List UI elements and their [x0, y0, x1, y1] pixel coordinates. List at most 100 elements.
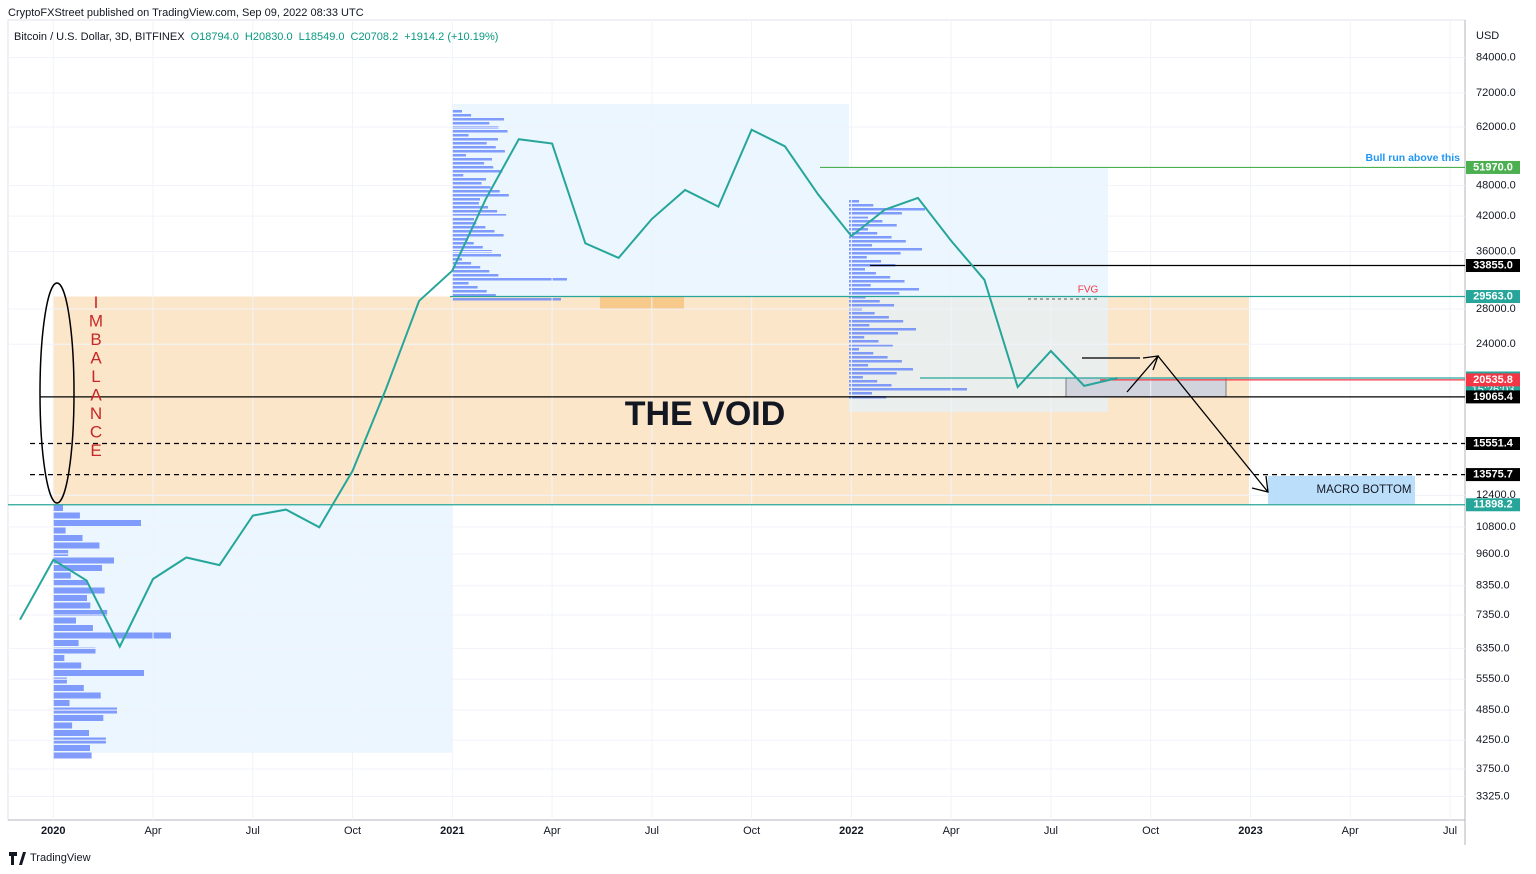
- y-tick-label: 24000.0: [1476, 338, 1516, 350]
- y-tick-label: 36000.0: [1476, 245, 1516, 257]
- volume-profile-bar: [53, 520, 141, 526]
- volume-profile-bar: [452, 138, 498, 141]
- volume-profile-bar: [53, 565, 102, 571]
- volume-profile-bar: [849, 204, 874, 207]
- x-tick-label: Jul: [246, 825, 260, 837]
- volume-profile-bar: [53, 617, 76, 624]
- volume-profile-bar: [53, 572, 71, 579]
- volume-profile-bar: [452, 270, 490, 273]
- volume-profile-bar: [53, 692, 101, 699]
- volume-profile-bar: [452, 222, 477, 225]
- y-tick-label: 28000.0: [1476, 303, 1516, 315]
- volume-profile-bar: [53, 677, 67, 684]
- volume-profile-bar: [849, 256, 867, 259]
- volume-profile-bar: [849, 328, 916, 331]
- imbalance-letter: L: [91, 367, 100, 386]
- volume-profile-bar: [452, 246, 483, 249]
- volume-profile-bar: [849, 240, 906, 243]
- volume-profile-bar: [849, 336, 865, 339]
- y-tick-label: 3750.0: [1476, 763, 1510, 775]
- range-box: [1065, 377, 1227, 398]
- volume-profile-bar: [452, 266, 481, 269]
- volume-profile-bar: [53, 647, 96, 654]
- volume-profile-bar: [452, 202, 479, 205]
- x-tick-label: 2022: [839, 825, 863, 837]
- volume-profile-bar: [452, 150, 505, 153]
- volume-profile-bar: [849, 320, 904, 323]
- fvg-label: FVG: [1078, 285, 1099, 296]
- volume-profile-bar: [452, 162, 485, 165]
- volume-profile-bar: [53, 730, 89, 736]
- volume-profile-bar: [849, 200, 859, 203]
- volume-profile-bar: [452, 206, 488, 209]
- volume-profile-bar: [849, 368, 913, 371]
- y-tick-label: 72000.0: [1476, 87, 1516, 99]
- level-label-box: [1466, 160, 1520, 174]
- volume-profile-bar: [452, 146, 496, 149]
- volume-profile-bar: [849, 272, 876, 275]
- volume-profile-bar: [53, 640, 79, 646]
- volume-profile-bar: [452, 178, 486, 181]
- volume-profile-bar: [849, 348, 859, 351]
- volume-profile-bar: [849, 360, 902, 363]
- y-tick-label: 5550.0: [1476, 673, 1510, 685]
- volume-profile-bar: [452, 134, 469, 137]
- x-tick-label: Oct: [743, 825, 760, 837]
- y-tick-label: 8350.0: [1476, 580, 1510, 592]
- y-tick-label: 10800.0: [1476, 521, 1516, 533]
- imbalance-letter: I: [94, 293, 99, 312]
- volume-profile-bar: [452, 110, 462, 113]
- profile-zone: [452, 104, 849, 297]
- imbalance-letter: B: [90, 330, 101, 349]
- ohlc-value: O18794.0: [191, 31, 239, 43]
- y-tick-label: 3325.0: [1476, 790, 1510, 802]
- imbalance-letter: E: [90, 441, 101, 460]
- volume-profile-bar: [53, 632, 171, 639]
- y-tick-label: 48000.0: [1476, 180, 1516, 192]
- ohlc-value: H20830.0: [245, 31, 293, 43]
- level-label: 13575.7: [1473, 468, 1513, 480]
- volume-profile-bar: [849, 388, 967, 391]
- level-label: 19065.4: [1473, 391, 1514, 403]
- x-tick-label: Jul: [645, 825, 659, 837]
- x-tick-label: Apr: [943, 825, 960, 837]
- imbalance-letter: N: [90, 404, 102, 423]
- volume-profile-bar: [53, 557, 114, 564]
- macro-box: [1268, 476, 1415, 504]
- volume-profile-bar: [53, 752, 92, 759]
- y-tick-label: 6350.0: [1476, 642, 1510, 654]
- volume-profile-bar: [53, 580, 88, 586]
- volume-profile-bar: [849, 232, 878, 235]
- imbalance-letter: A: [90, 386, 102, 405]
- volume-profile-bar: [849, 296, 866, 299]
- volume-profile-bar: [849, 260, 882, 263]
- volume-profile-bar: [53, 512, 80, 519]
- volume-profile-bar: [53, 670, 144, 676]
- x-tick-label: Jul: [1443, 825, 1457, 837]
- volume-profile-bar: [452, 234, 504, 237]
- volume-profile-bar: [849, 276, 891, 279]
- volume-profile-bar: [849, 220, 883, 223]
- x-tick-label: Oct: [344, 825, 361, 837]
- volume-profile-bar: [849, 224, 897, 227]
- volume-profile-bar: [452, 142, 487, 145]
- volume-profile-bar: [849, 376, 863, 379]
- volume-profile-bar: [849, 356, 888, 359]
- volume-profile-bar: [849, 312, 875, 315]
- level-label: 33855.0: [1473, 259, 1513, 271]
- volume-profile-bar: [53, 655, 65, 661]
- level-label: 20535.8: [1473, 374, 1513, 386]
- volume-profile-bar: [53, 662, 82, 669]
- volume-profile-bar: [452, 154, 466, 157]
- volume-profile-bar: [849, 352, 874, 355]
- ohlc-value: +1914.2 (+10.19%): [404, 31, 498, 43]
- volume-profile-bar: [849, 384, 892, 387]
- volume-profile-bar: [53, 700, 70, 706]
- volume-profile-bar: [452, 122, 490, 125]
- volume-profile-bar: [452, 218, 474, 221]
- volume-profile-bar: [849, 304, 895, 307]
- price-line: [19, 128, 1118, 649]
- currency: USD: [1476, 30, 1499, 42]
